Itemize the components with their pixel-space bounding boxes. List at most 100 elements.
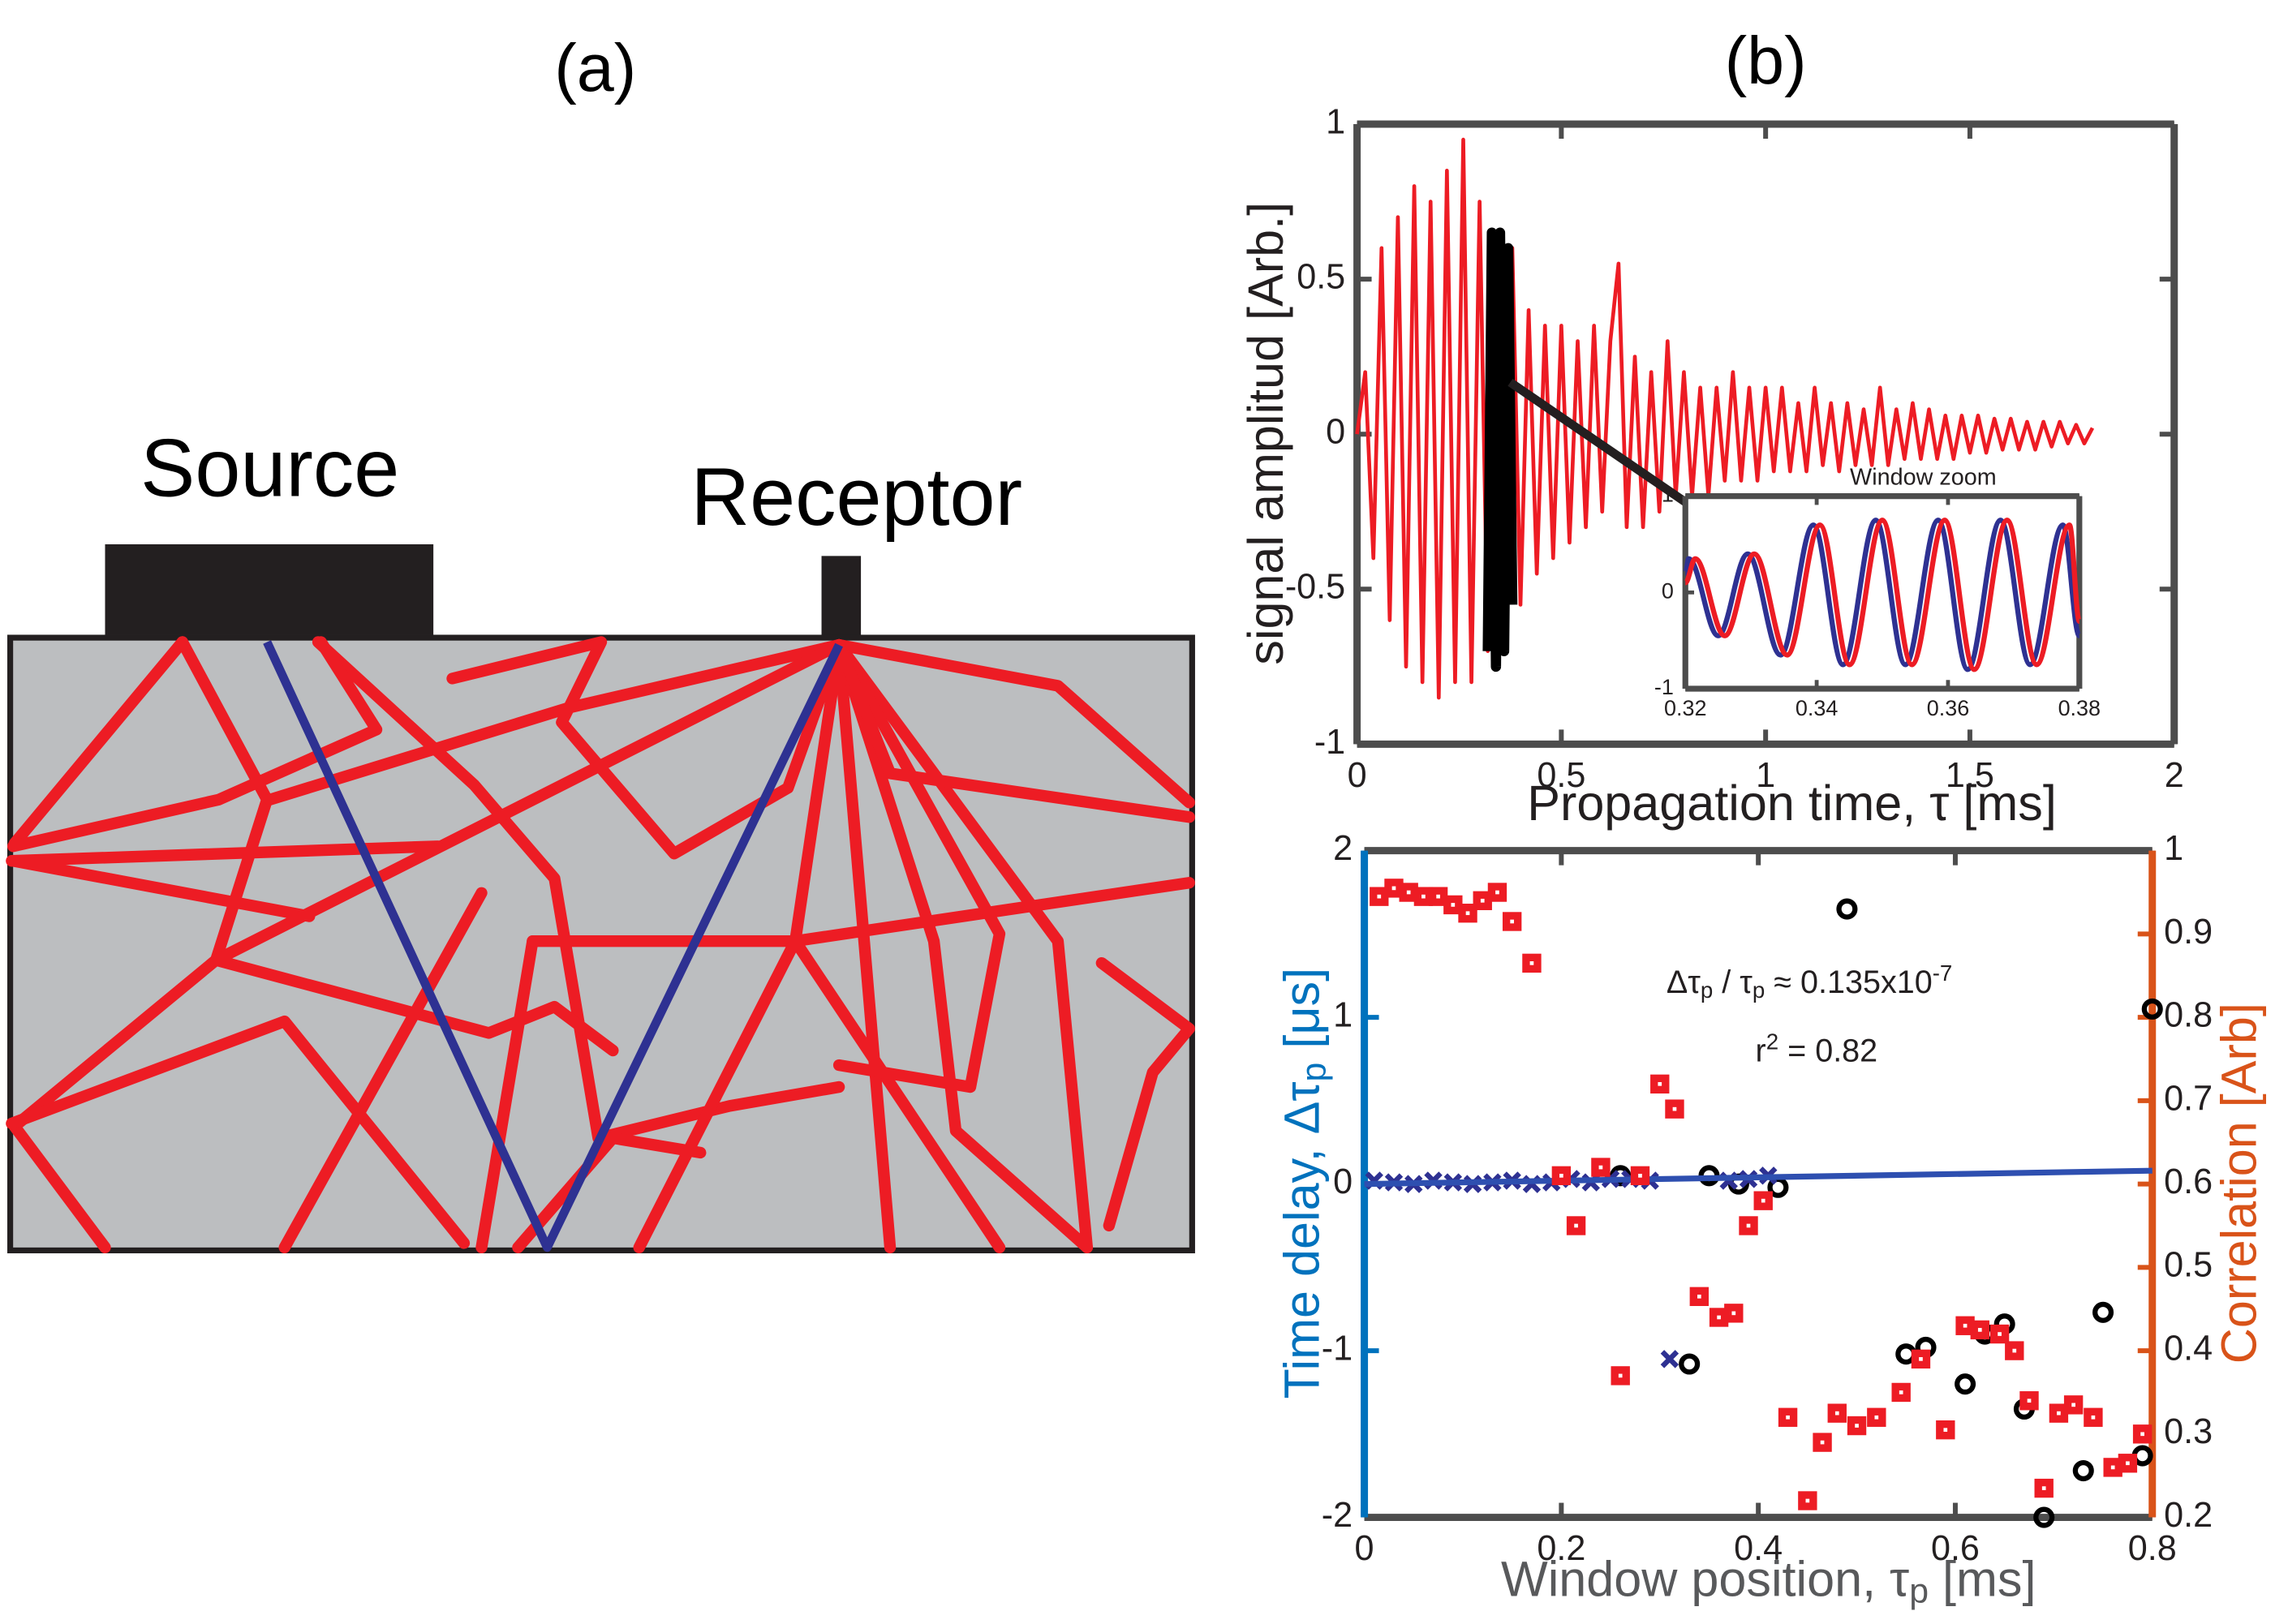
x-tick-label: 0.2: [1537, 1529, 1585, 1568]
correlation-point: [2118, 1454, 2138, 1473]
square-dot: [1977, 1328, 1982, 1332]
correlation-point: [1709, 1308, 1729, 1327]
annotation-part: = 0.82: [1778, 1033, 1877, 1069]
square-dot: [1761, 1198, 1765, 1203]
x-tick-label: 1.5: [1946, 756, 1994, 795]
correlation-point: [1551, 1166, 1572, 1186]
square-dot: [1998, 1332, 2002, 1336]
receptor-block: [821, 556, 862, 638]
square-dot: [2057, 1411, 2061, 1416]
y-axis-label-part: [μs]: [1275, 968, 1330, 1063]
correlation-point: [1487, 883, 1507, 902]
square-dot: [1618, 1373, 1623, 1378]
annotation: Δτp / τp ≈ 0.135x10-7: [1667, 960, 1952, 1003]
x-axis-label-part: Window position, τ: [1501, 1552, 1909, 1607]
y-tick-label: 0: [1662, 578, 1674, 603]
fit-line: [1364, 1167, 2153, 1188]
annotation-part: -7: [1933, 960, 1953, 986]
square-dot: [2027, 1398, 2032, 1403]
square-dot: [1746, 1223, 1751, 1228]
correlation-point: [1502, 912, 1522, 931]
ray-paths: [6, 636, 1195, 1254]
annotation-part: ≈ 0.135x10: [1765, 965, 1932, 1001]
annotation: r2 = 0.82: [1756, 1029, 1878, 1069]
y-axis-label: Time delay, Δτp [μs]: [1275, 968, 1334, 1399]
y-tick-label: -1: [1314, 723, 1345, 762]
square-dot: [1465, 911, 1470, 916]
y2-tick-label: 0.7: [2164, 1079, 2213, 1118]
y-tick-label: 1: [1326, 102, 1345, 141]
square-dot: [1717, 1315, 1721, 1320]
correlation-point: [2103, 1458, 2122, 1477]
square-dot: [2041, 1486, 2046, 1490]
x-tick-label: 0.8: [2128, 1529, 2177, 1568]
y-tick-label: 1: [1333, 996, 1353, 1035]
y2-axis-label: Correlation [Arb]: [2211, 1003, 2266, 1364]
square-dot: [1421, 894, 1426, 899]
square-dot: [1638, 1173, 1642, 1178]
correlation-point: [1989, 1324, 2010, 1344]
y-tick-label: 1: [1662, 483, 1674, 507]
correlation-point: [2049, 1403, 2069, 1423]
square-dot: [1529, 961, 1534, 965]
correlation-point: [1827, 1403, 1847, 1423]
x-tick-label: 0: [1348, 756, 1367, 795]
correlation-point: [2084, 1407, 2103, 1427]
square-dot: [1874, 1415, 1879, 1420]
y-axis-label: signal amplitud [Arb.]: [1238, 202, 1293, 665]
square-dot: [1391, 886, 1396, 891]
square-dot: [2126, 1461, 2130, 1466]
y2-tick-label: 0.8: [2164, 996, 2213, 1035]
square-dot: [1697, 1294, 1701, 1299]
correlation-point: [1911, 1349, 1931, 1369]
x-tick-label: 2: [2165, 756, 2184, 795]
correlation-point: [1867, 1407, 1886, 1427]
x-tick-label: 0: [1355, 1529, 1374, 1568]
y-tick-label: -2: [1322, 1496, 1353, 1535]
x-axis-label-part: [ms]: [1929, 1552, 2036, 1607]
square-dot: [2091, 1415, 2096, 1420]
panel-label: (a): [554, 30, 636, 105]
correlation-point: [1399, 883, 1418, 902]
y-tick-label: 0.5: [1297, 258, 1345, 297]
x-tick-label: 1: [1756, 756, 1775, 795]
correlation-point: [2019, 1391, 2039, 1411]
x-axis-label: Propagation time, τ [ms]: [1527, 775, 2057, 831]
correlation-point: [2034, 1478, 2054, 1498]
y-tick-label: -0.5: [1285, 568, 1345, 607]
square-dot: [1451, 903, 1456, 907]
correlation-point: [1591, 1158, 1611, 1177]
delay-point: [2141, 998, 2163, 1020]
annotation-part: Δτ: [1667, 965, 1701, 1001]
y2-tick-label: 0.4: [2164, 1329, 2213, 1368]
correlation-point: [1370, 887, 1389, 906]
correlation-point: [1630, 1166, 1650, 1186]
y2-tick-label: 0.9: [2164, 913, 2213, 952]
annotation-part: p: [1753, 977, 1765, 1003]
square-dot: [1899, 1390, 1903, 1394]
square-dot: [1658, 1081, 1662, 1086]
panel-label: (b): [1725, 23, 1807, 98]
annotation-part: r: [1756, 1033, 1766, 1069]
correlation-point: [1955, 1316, 1975, 1335]
correlation-point: [1413, 887, 1434, 906]
y2-tick-label: 0.3: [2164, 1412, 2213, 1451]
square-dot: [1963, 1323, 1968, 1328]
correlation-point: [1970, 1320, 1989, 1340]
annotation-part: p: [1701, 977, 1713, 1003]
square-dot: [1436, 894, 1440, 899]
y-tick-label: 0: [1333, 1162, 1353, 1201]
correlation-point: [1458, 904, 1477, 923]
correlation-point: [2132, 1424, 2153, 1444]
square-dot: [1559, 1173, 1563, 1178]
correlation-point: [1813, 1433, 1832, 1452]
x-axis-label: Window position, τp [ms]: [1501, 1552, 2036, 1611]
correlation-point: [1798, 1491, 1817, 1510]
y2-tick-label: 1: [2164, 829, 2183, 868]
y2-tick-label: 0.6: [2164, 1162, 2213, 1201]
y-tick-label: 2: [1333, 829, 1353, 868]
receptor-label: Receptor: [690, 452, 1022, 543]
x-tick-label: 0.32: [1664, 696, 1707, 720]
panel-a: (a) Source Receptor: [6, 30, 1195, 1254]
